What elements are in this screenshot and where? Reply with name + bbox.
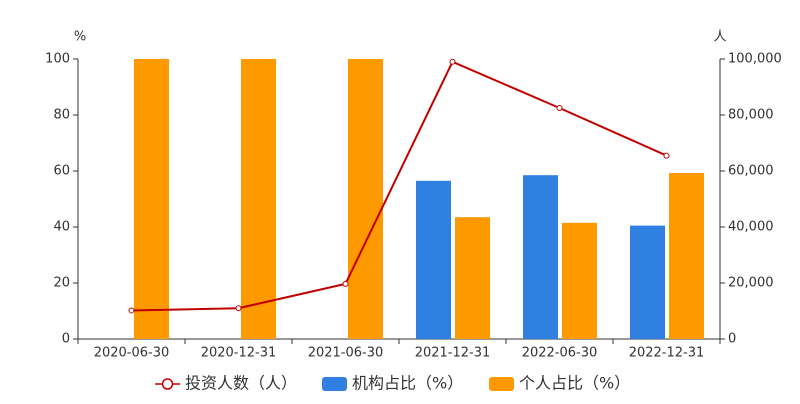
y2-tick-label: 60,000 — [728, 164, 774, 179]
bar — [241, 59, 276, 339]
x-tick-label: 2020-06-30 — [94, 346, 170, 361]
legend-label: 投资人数（人） — [185, 374, 297, 393]
legend-swatch — [322, 377, 347, 391]
legend-marker — [161, 378, 174, 390]
point — [663, 152, 670, 159]
bar — [669, 172, 704, 339]
line — [131, 60, 667, 312]
x-tick-label: 2022-06-30 — [522, 346, 598, 361]
y2-axis-label: 人 — [713, 30, 726, 45]
x-tick-label: 2021-06-30 — [308, 346, 384, 361]
bar — [455, 217, 490, 339]
y-tick-label: 20 — [53, 276, 70, 291]
x-tick-label: 2020-12-31 — [201, 346, 277, 361]
point — [449, 58, 456, 65]
point — [556, 105, 563, 111]
y-tick-label: 80 — [53, 108, 70, 123]
bar — [630, 225, 665, 339]
y-tick-label: 0 — [62, 332, 70, 347]
y-axis-label: % — [74, 30, 86, 45]
y2-tick-label: 0 — [728, 332, 736, 347]
point — [342, 280, 349, 287]
bar — [134, 59, 169, 339]
legend-label: 个人占比（%） — [519, 374, 630, 393]
y2-tick-label: 100,000 — [728, 52, 782, 67]
bar — [523, 175, 558, 339]
bar — [348, 59, 383, 339]
x-tick-label: 2022-12-31 — [629, 346, 705, 361]
y2-tick-label: 40,000 — [728, 220, 774, 235]
y-tick-label: 100 — [45, 52, 70, 67]
y2-tick-label: 80,000 — [728, 108, 774, 123]
y-tick-label: 40 — [53, 220, 70, 235]
y2-tick-label: 20,000 — [728, 276, 774, 291]
bar — [562, 222, 597, 339]
legend-label: 机构占比（%） — [352, 374, 463, 393]
bar — [416, 180, 451, 339]
point — [235, 305, 242, 312]
y-tick-label: 60 — [53, 164, 70, 179]
x-tick-label: 2021-12-31 — [415, 346, 491, 361]
point — [128, 307, 135, 314]
legend-swatch — [489, 377, 514, 391]
